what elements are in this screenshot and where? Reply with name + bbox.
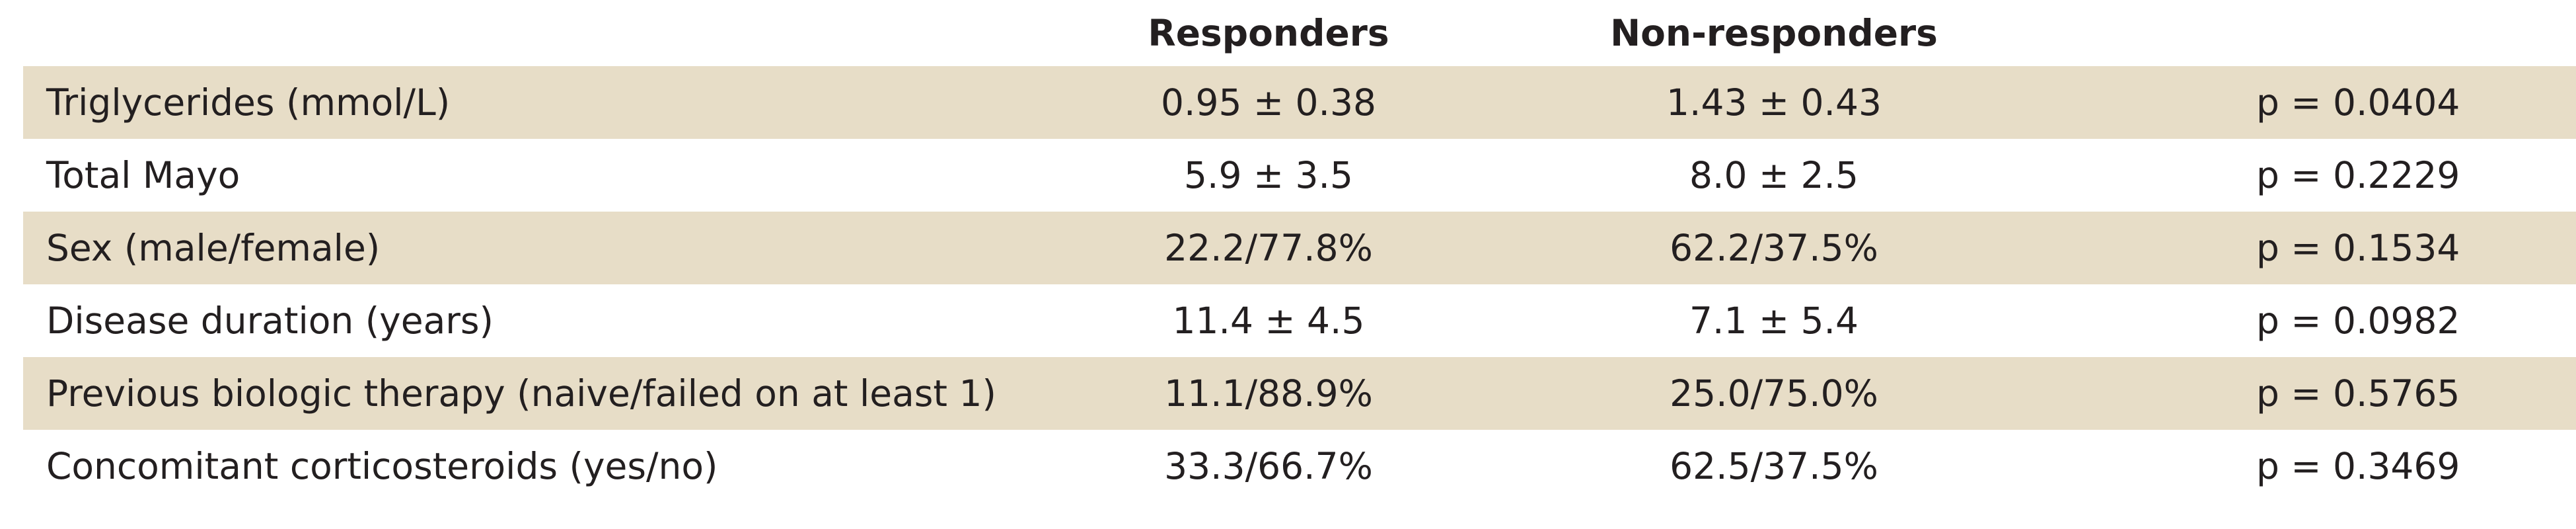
nonresponders-value: 25.0/75.0%: [1670, 372, 1878, 415]
p-value: p = 0.5765: [2256, 372, 2460, 415]
nonresponders-value: 62.5/37.5%: [1670, 445, 1878, 487]
p-value: p = 0.1534: [2256, 227, 2460, 269]
responders-value: 22.2/77.8%: [1164, 227, 1373, 269]
data-table: Responders Non-responders Triglycerides …: [23, 0, 2576, 503]
nonresponders-value: 1.43 ± 0.43: [1666, 81, 1882, 124]
responders-value: 5.9 ± 3.5: [1184, 154, 1353, 196]
header-nonresponders: Non-responders: [1610, 12, 1938, 54]
table-header-row: Responders Non-responders: [23, 0, 2576, 66]
p-value: p = 0.3469: [2256, 445, 2460, 487]
p-value: p = 0.0404: [2256, 81, 2460, 124]
table-row: Total Mayo 5.9 ± 3.5 8.0 ± 2.5 p = 0.222…: [23, 139, 2576, 212]
table-row: Disease duration (years) 11.4 ± 4.5 7.1 …: [23, 284, 2576, 357]
responders-value: 33.3/66.7%: [1164, 445, 1373, 487]
row-label: Disease duration (years): [46, 300, 494, 342]
table-row: Concomitant corticosteroids (yes/no) 33.…: [23, 430, 2576, 503]
nonresponders-value: 62.2/37.5%: [1670, 227, 1878, 269]
table-row: Sex (male/female) 22.2/77.8% 62.2/37.5% …: [23, 212, 2576, 284]
p-value: p = 0.0982: [2256, 300, 2460, 342]
responders-value: 11.4 ± 4.5: [1172, 300, 1365, 342]
nonresponders-value: 8.0 ± 2.5: [1689, 154, 1858, 196]
table-row: Previous biologic therapy (naive/failed …: [23, 357, 2576, 430]
nonresponders-value: 7.1 ± 5.4: [1689, 300, 1858, 342]
p-value: p = 0.2229: [2256, 154, 2460, 196]
row-label: Total Mayo: [46, 154, 240, 196]
table-row: Triglycerides (mmol/L) 0.95 ± 0.38 1.43 …: [23, 66, 2576, 139]
header-responders: Responders: [1148, 12, 1389, 54]
responders-value: 0.95 ± 0.38: [1161, 81, 1376, 124]
responders-value: 11.1/88.9%: [1164, 372, 1373, 415]
row-label: Concomitant corticosteroids (yes/no): [46, 445, 718, 487]
row-label: Triglycerides (mmol/L): [46, 81, 451, 124]
row-label: Sex (male/female): [46, 227, 381, 269]
row-label: Previous biologic therapy (naive/failed …: [46, 372, 996, 415]
